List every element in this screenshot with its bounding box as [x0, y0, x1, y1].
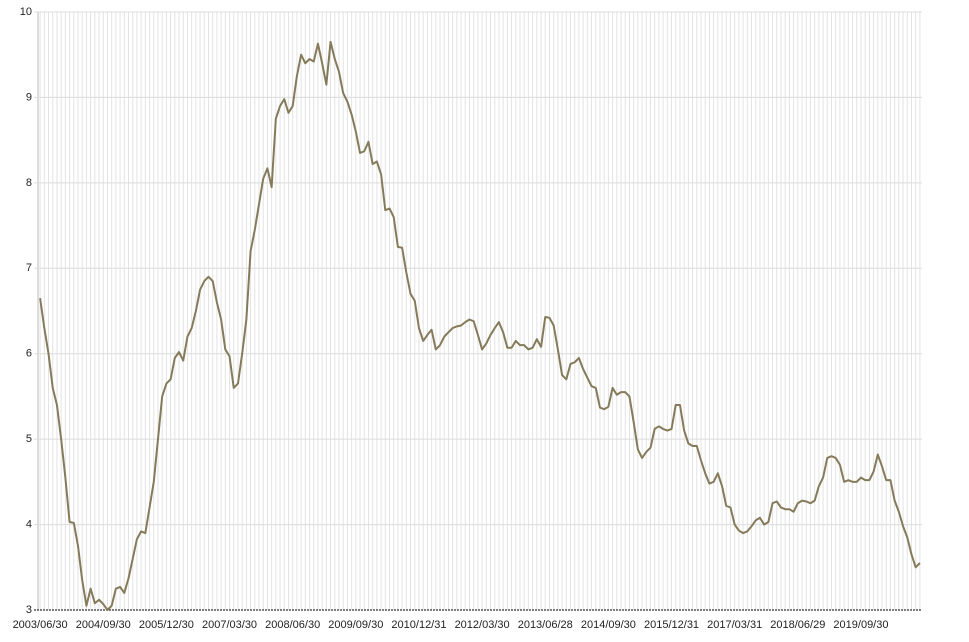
x-tick-label: 2015/12/31 — [644, 619, 699, 631]
y-tick-label: 3 — [26, 604, 32, 616]
y-tick-label: 6 — [26, 348, 32, 360]
x-tick-label: 2017/03/31 — [707, 619, 762, 631]
y-tick-label: 4 — [26, 518, 32, 530]
x-tick-label: 2012/03/30 — [455, 619, 510, 631]
x-tick-label: 2003/06/30 — [13, 619, 68, 631]
x-tick-label: 2014/09/30 — [581, 619, 636, 631]
line — [39, 40, 921, 611]
x-tick-label: 2004/09/30 — [76, 619, 131, 631]
y-tick-label: 9 — [26, 91, 32, 103]
x-tick-label: 2010/12/31 — [391, 619, 446, 631]
x-tick-label: 2005/12/30 — [139, 619, 194, 631]
x-tick-label: 2009/09/30 — [328, 619, 383, 631]
y-tick-label: 5 — [26, 433, 32, 445]
x-tick-label: 2019/09/30 — [833, 619, 888, 631]
x-tick-label: 2008/06/30 — [265, 619, 320, 631]
y-tick-label: 10 — [20, 6, 32, 18]
x-tick-label: 2018/06/29 — [770, 619, 825, 631]
x-tick-label: 2007/03/30 — [202, 619, 257, 631]
y-tick-label: 7 — [26, 262, 32, 274]
x-tick-label: 2013/06/28 — [518, 619, 573, 631]
y-tick-label: 8 — [26, 177, 32, 189]
